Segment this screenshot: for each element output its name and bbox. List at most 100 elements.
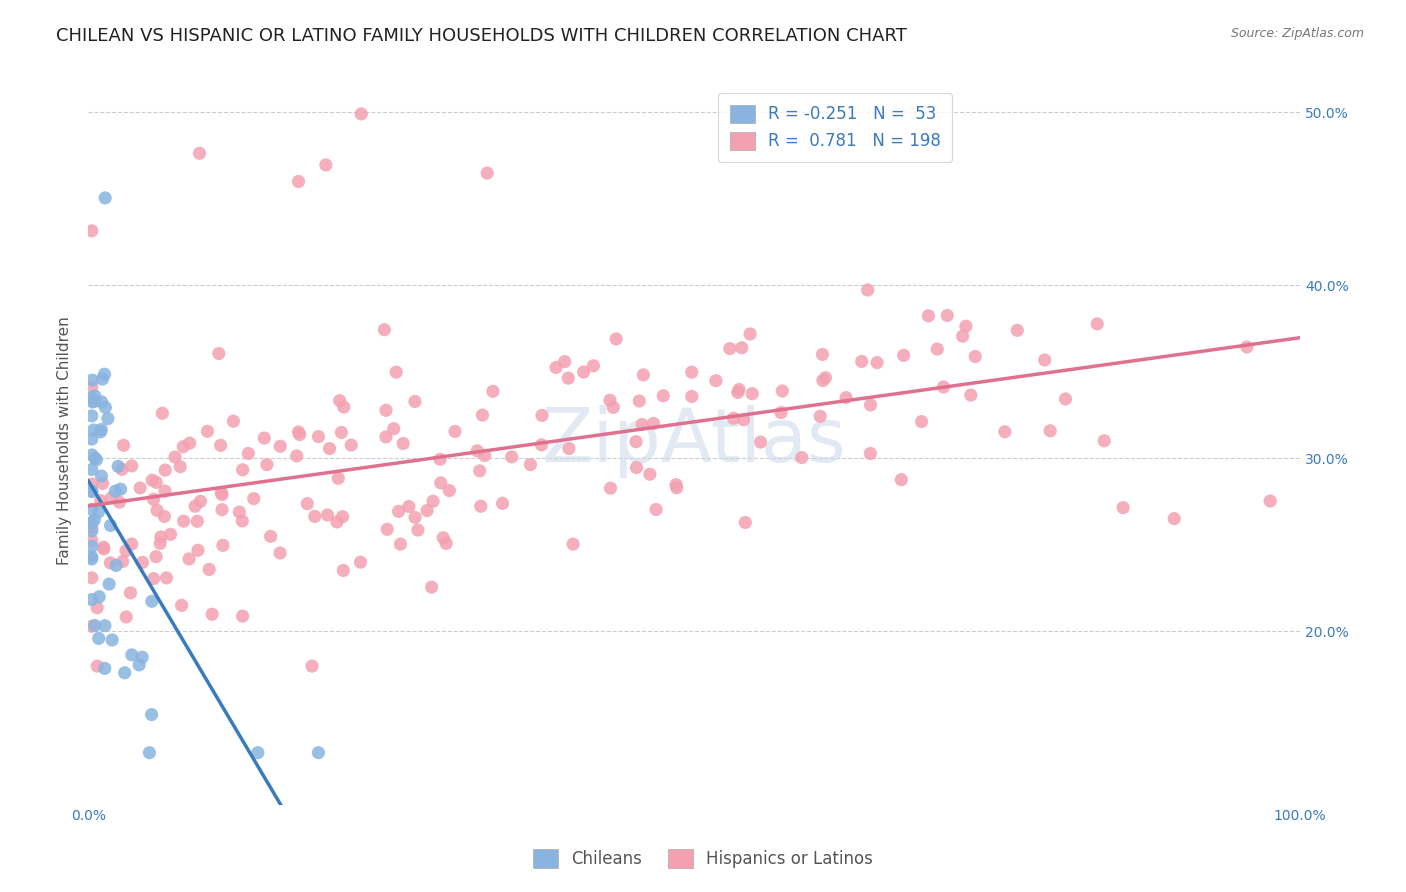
Point xyxy=(129,481,152,495)
Point xyxy=(332,509,354,524)
Point xyxy=(110,482,132,496)
Point xyxy=(406,523,429,537)
Point xyxy=(80,549,103,564)
Point xyxy=(211,487,233,501)
Point xyxy=(105,558,128,573)
Text: ZipAtlas: ZipAtlas xyxy=(541,405,846,477)
Point xyxy=(94,401,117,415)
Point xyxy=(197,425,219,439)
Point xyxy=(159,527,181,541)
Point xyxy=(93,368,115,382)
Point xyxy=(557,371,579,385)
Point xyxy=(959,388,981,402)
Point xyxy=(602,401,624,415)
Point xyxy=(994,425,1017,439)
Point xyxy=(142,492,165,507)
Point xyxy=(519,458,541,472)
Point xyxy=(385,365,408,379)
Point xyxy=(80,533,103,548)
Point xyxy=(228,505,250,519)
Point xyxy=(80,484,103,499)
Point xyxy=(165,450,187,464)
Point xyxy=(811,347,834,361)
Point xyxy=(704,374,727,388)
Point xyxy=(80,432,103,446)
Point xyxy=(470,500,492,514)
Point xyxy=(375,403,398,417)
Point xyxy=(315,158,337,172)
Point xyxy=(120,586,142,600)
Point xyxy=(1085,317,1108,331)
Point xyxy=(83,423,105,437)
Point xyxy=(87,632,110,646)
Point xyxy=(253,431,276,445)
Point xyxy=(404,394,426,409)
Point xyxy=(90,425,112,439)
Point xyxy=(332,400,354,414)
Point xyxy=(388,504,411,518)
Point xyxy=(332,564,354,578)
Point xyxy=(375,522,398,536)
Point xyxy=(645,502,668,516)
Point xyxy=(374,430,396,444)
Point xyxy=(198,562,221,576)
Point xyxy=(633,368,655,382)
Legend: R = -0.251   N =  53, R =  0.781   N = 198: R = -0.251 N = 53, R = 0.781 N = 198 xyxy=(718,93,952,162)
Point xyxy=(145,475,167,490)
Point xyxy=(91,372,114,386)
Point xyxy=(681,365,703,379)
Point xyxy=(269,439,291,453)
Point xyxy=(121,537,143,551)
Point xyxy=(814,370,837,384)
Point xyxy=(80,516,103,530)
Point xyxy=(86,659,108,673)
Point xyxy=(115,610,138,624)
Point xyxy=(153,463,176,477)
Point xyxy=(340,438,363,452)
Point xyxy=(83,389,105,403)
Point xyxy=(731,341,754,355)
Point xyxy=(90,493,112,508)
Point xyxy=(530,438,553,452)
Point xyxy=(723,411,745,425)
Point xyxy=(188,146,211,161)
Point xyxy=(211,502,233,516)
Point xyxy=(242,491,264,506)
Point xyxy=(111,462,134,476)
Point xyxy=(501,450,523,464)
Point xyxy=(112,438,135,452)
Point xyxy=(187,543,209,558)
Point xyxy=(318,442,340,456)
Point xyxy=(554,354,576,368)
Point xyxy=(790,450,813,465)
Point xyxy=(749,435,772,450)
Point xyxy=(917,309,939,323)
Point xyxy=(811,374,834,388)
Point xyxy=(150,406,173,420)
Point xyxy=(149,536,172,550)
Point xyxy=(652,389,675,403)
Point xyxy=(80,520,103,534)
Point xyxy=(835,391,858,405)
Point xyxy=(638,467,661,482)
Point xyxy=(740,326,762,341)
Point xyxy=(718,342,741,356)
Point xyxy=(285,449,308,463)
Point xyxy=(111,554,134,568)
Point xyxy=(287,174,309,188)
Point xyxy=(1054,392,1077,406)
Point xyxy=(733,413,755,427)
Point xyxy=(330,425,353,440)
Point xyxy=(465,443,488,458)
Point xyxy=(468,464,491,478)
Point xyxy=(582,359,605,373)
Point xyxy=(422,494,444,508)
Point xyxy=(86,600,108,615)
Point xyxy=(246,746,269,760)
Point xyxy=(382,422,405,436)
Point xyxy=(90,422,112,436)
Point xyxy=(80,502,103,516)
Point xyxy=(90,469,112,483)
Point xyxy=(893,348,915,362)
Point xyxy=(741,386,763,401)
